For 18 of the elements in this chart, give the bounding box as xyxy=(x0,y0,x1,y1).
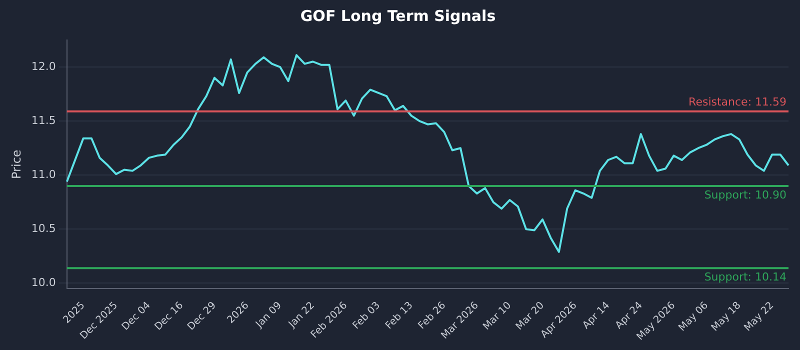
ref-line-label: Support: 10.90 xyxy=(704,188,787,202)
chart-title: GOF Long Term Signals xyxy=(300,6,496,25)
x-tick-label: Feb 03 xyxy=(350,300,382,332)
y-axis-title: Price xyxy=(9,150,24,179)
ref-line-label: Support: 10.14 xyxy=(704,270,787,284)
y-tick-label: 12.0 xyxy=(31,60,56,73)
x-tick-label: Jan 09 xyxy=(253,300,284,331)
ref-line-label: Resistance: 11.59 xyxy=(688,96,787,109)
y-tick-label: 10.0 xyxy=(31,276,56,290)
x-tick-label: Dec 16 xyxy=(152,300,186,333)
y-tick-label: 11.5 xyxy=(31,114,56,127)
x-tick-label: Dec 04 xyxy=(120,300,153,333)
y-tick-label: 11.0 xyxy=(31,168,56,181)
x-tick-label: Dec 29 xyxy=(186,300,218,333)
x-tick-label: Mar 10 xyxy=(481,300,514,332)
x-tick-label: Apr 14 xyxy=(580,300,612,332)
y-tick-label: 10.5 xyxy=(31,222,56,236)
x-tick-label: Feb 13 xyxy=(384,300,416,332)
